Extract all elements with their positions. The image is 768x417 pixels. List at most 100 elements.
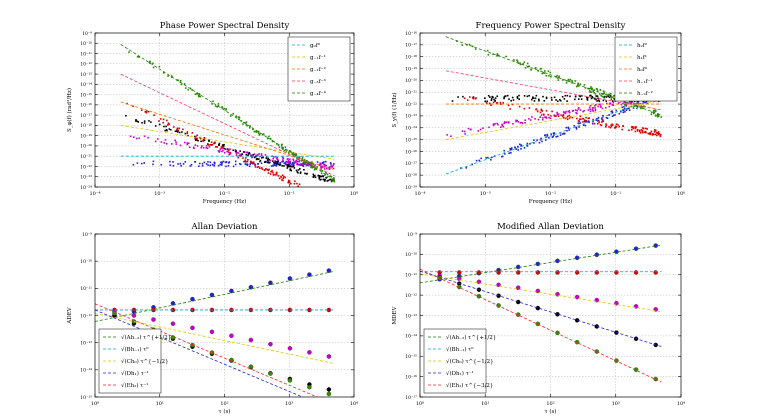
data-point: [331, 178, 334, 181]
data-point: [528, 107, 531, 109]
data-point: [186, 142, 189, 144]
data-point: [564, 94, 567, 97]
x-tick-label: 10³: [612, 401, 620, 407]
data-point: [248, 364, 254, 369]
data-point: [535, 108, 538, 110]
data-point: [538, 98, 540, 101]
data-point: [258, 134, 261, 136]
data-point: [177, 129, 179, 132]
data-point: [645, 131, 647, 134]
data-point: [248, 337, 254, 343]
data-point: [280, 176, 282, 178]
data-point: [277, 144, 280, 147]
data-point: [544, 139, 547, 141]
data-point: [479, 128, 482, 131]
data-point: [515, 148, 518, 150]
data-point: [562, 113, 565, 116]
data-point: [507, 121, 510, 123]
fit-line-5: [420, 268, 662, 383]
y-tick-label: 10⁻¹⁵: [405, 354, 417, 360]
data-point: [587, 117, 590, 120]
data-point: [298, 164, 301, 166]
data-point: [503, 153, 506, 155]
data-point: [622, 109, 625, 112]
data-point: [595, 103, 597, 106]
data-point: [129, 135, 132, 138]
data-point: [270, 171, 272, 173]
data-point: [303, 163, 306, 166]
y-tick-label: 10⁻⁹: [407, 232, 417, 238]
data-point: [174, 139, 176, 142]
data-point: [189, 165, 192, 167]
y-tick-label: 10⁻²⁷: [405, 161, 417, 167]
data-point: [135, 137, 138, 140]
data-point: [268, 158, 271, 161]
data-point: [256, 166, 259, 168]
data-point: [237, 152, 240, 154]
data-point: [272, 174, 275, 176]
data-point: [582, 117, 585, 120]
data-point: [238, 154, 241, 157]
data-point: [333, 163, 335, 165]
data-point: [274, 174, 277, 176]
data-point: [515, 120, 517, 123]
data-point: [209, 329, 215, 335]
data-point: [205, 163, 208, 165]
data-point: [516, 59, 518, 62]
data-point: [145, 110, 148, 112]
data-point: [542, 117, 544, 119]
data-point: [323, 174, 326, 176]
data-point: [301, 163, 304, 165]
data-point: [523, 95, 526, 97]
data-point: [194, 139, 197, 141]
y-tick-label: 10⁻¹¹: [80, 286, 92, 292]
data-point: [203, 161, 206, 164]
data-point: [524, 119, 527, 122]
data-point: [183, 141, 186, 144]
data-point: [264, 154, 267, 156]
data-point: [240, 163, 242, 166]
data-point: [571, 81, 573, 84]
data-point: [589, 91, 592, 93]
data-point: [475, 97, 477, 99]
data-point: [229, 288, 234, 294]
data-point: [583, 119, 586, 121]
data-point: [576, 117, 578, 120]
data-point: [297, 185, 300, 187]
x-tick-label: 10⁻³: [480, 191, 491, 197]
data-point: [625, 104, 628, 106]
data-point: [298, 156, 301, 159]
data-point: [562, 79, 564, 81]
data-point: [486, 49, 489, 52]
data-point: [326, 167, 328, 170]
data-point: [276, 161, 278, 163]
data-point: [597, 119, 600, 122]
data-point: [574, 339, 580, 345]
data-point: [225, 165, 227, 168]
data-point: [466, 99, 469, 101]
data-point: [147, 110, 150, 113]
data-point: [622, 109, 624, 111]
data-point: [653, 270, 658, 275]
data-point: [191, 132, 194, 134]
data-point: [571, 116, 574, 119]
y-tick-label: 10⁻¹⁹: [405, 66, 417, 72]
data-point: [326, 199, 328, 201]
data-point: [509, 108, 511, 110]
data-point: [583, 109, 585, 112]
data-point: [326, 354, 332, 359]
data-point: [184, 87, 187, 89]
data-point: [330, 163, 332, 165]
data-point: [529, 119, 532, 121]
data-point: [580, 98, 583, 100]
data-point: [208, 146, 211, 148]
data-point: [659, 133, 662, 136]
data-point: [152, 66, 155, 69]
data-point: [579, 122, 582, 124]
data-point: [634, 126, 637, 128]
data-point: [322, 197, 324, 199]
data-point: [244, 163, 247, 165]
data-point: [211, 102, 213, 105]
data-point: [175, 143, 178, 145]
